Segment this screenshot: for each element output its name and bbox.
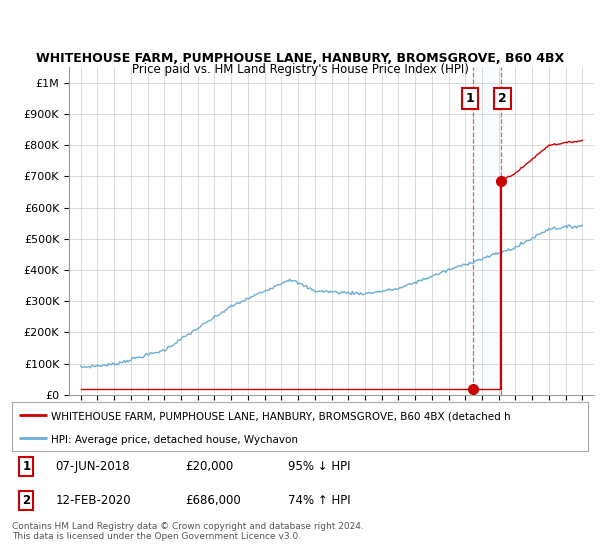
Text: 74% ↑ HPI: 74% ↑ HPI (289, 494, 351, 507)
Text: 1: 1 (466, 92, 475, 105)
Text: WHITEHOUSE FARM, PUMPHOUSE LANE, HANBURY, BROMSGROVE, B60 4BX (detached h: WHITEHOUSE FARM, PUMPHOUSE LANE, HANBURY… (51, 411, 511, 421)
Text: 2: 2 (498, 92, 507, 105)
Text: Contains HM Land Registry data © Crown copyright and database right 2024.
This d: Contains HM Land Registry data © Crown c… (12, 522, 364, 542)
Text: £20,000: £20,000 (185, 460, 233, 473)
Text: WHITEHOUSE FARM, PUMPHOUSE LANE, HANBURY, BROMSGROVE, B60 4BX: WHITEHOUSE FARM, PUMPHOUSE LANE, HANBURY… (36, 52, 564, 66)
Text: HPI: Average price, detached house, Wychavon: HPI: Average price, detached house, Wych… (51, 435, 298, 445)
Text: 95% ↓ HPI: 95% ↓ HPI (289, 460, 351, 473)
Text: 1: 1 (22, 460, 31, 473)
Text: 2: 2 (22, 494, 31, 507)
Bar (473, 67, 501, 395)
Text: 07-JUN-2018: 07-JUN-2018 (55, 460, 130, 473)
Text: Price paid vs. HM Land Registry's House Price Index (HPI): Price paid vs. HM Land Registry's House … (131, 63, 469, 77)
Text: £686,000: £686,000 (185, 494, 241, 507)
Text: 12-FEB-2020: 12-FEB-2020 (55, 494, 131, 507)
